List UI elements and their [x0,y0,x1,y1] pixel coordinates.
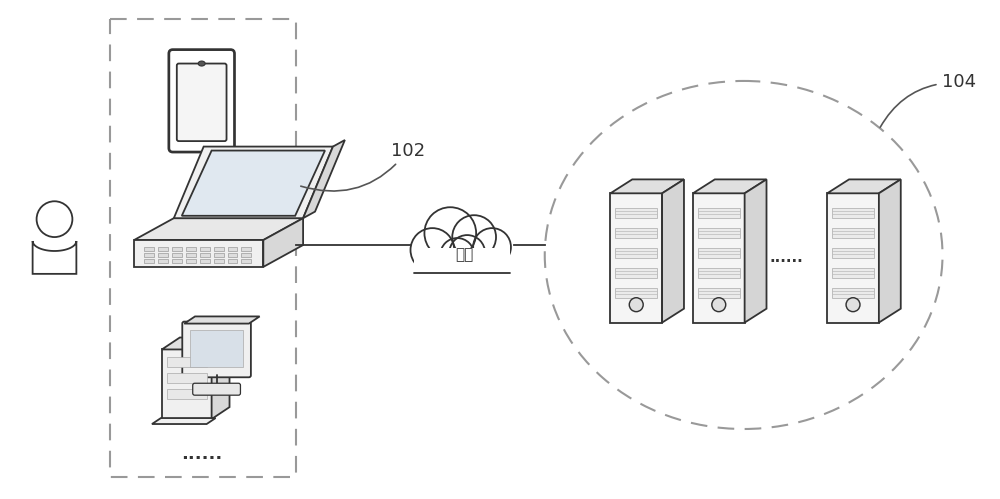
Bar [832,268,874,278]
Circle shape [411,228,454,272]
Polygon shape [610,193,662,322]
Polygon shape [610,180,684,193]
Bar [158,253,168,257]
FancyBboxPatch shape [182,321,251,377]
Circle shape [440,238,474,272]
Bar [832,248,874,258]
Bar [172,247,182,251]
Circle shape [629,298,643,312]
Polygon shape [162,349,212,419]
Polygon shape [879,180,901,322]
Bar [698,248,740,258]
FancyBboxPatch shape [193,383,240,395]
Polygon shape [162,337,230,349]
Circle shape [846,298,860,312]
Polygon shape [263,218,303,267]
Text: 102: 102 [301,142,425,191]
Bar [186,259,196,263]
Polygon shape [303,140,345,218]
Bar [158,247,168,251]
Polygon shape [182,151,325,216]
Text: 网络: 网络 [455,248,473,262]
Bar [698,288,740,298]
Polygon shape [827,193,879,322]
Polygon shape [174,147,333,218]
Bar [200,247,210,251]
Bar [144,253,154,257]
Text: 104: 104 [880,73,976,127]
Circle shape [712,298,726,312]
Bar [167,389,207,399]
Bar [172,259,182,263]
Circle shape [449,235,485,271]
Text: ......: ...... [181,445,222,463]
Bar [200,259,210,263]
Bar [172,253,182,257]
Bar [228,259,237,263]
Polygon shape [152,418,216,424]
Bar [214,253,224,257]
Bar [698,208,740,218]
Bar [698,228,740,238]
Bar [241,247,251,251]
Bar [167,357,207,367]
Polygon shape [134,240,263,267]
Bar [832,208,874,218]
FancyBboxPatch shape [177,63,227,141]
Bar [615,248,657,258]
Bar [615,288,657,298]
Polygon shape [33,241,76,274]
Circle shape [473,228,511,266]
Polygon shape [134,218,303,240]
Bar [615,228,657,238]
Bar [615,268,657,278]
Bar [144,247,154,251]
Bar [186,247,196,251]
Bar [228,253,237,257]
Bar [832,228,874,238]
Polygon shape [827,180,901,193]
Bar [241,253,251,257]
Polygon shape [693,193,745,322]
Bar [228,247,237,251]
Circle shape [424,207,476,259]
Bar [200,253,210,257]
Bar [214,259,224,263]
Polygon shape [184,316,260,323]
Polygon shape [693,180,767,193]
Bar [412,247,512,272]
Bar [832,288,874,298]
Circle shape [37,201,72,237]
Polygon shape [662,180,684,322]
Bar [158,259,168,263]
FancyBboxPatch shape [169,49,234,152]
Bar [190,329,243,367]
Polygon shape [212,337,230,419]
Circle shape [452,215,496,259]
Bar [214,247,224,251]
Bar [615,208,657,218]
Bar [186,253,196,257]
Bar [144,259,154,263]
Polygon shape [745,180,767,322]
Bar [698,268,740,278]
Bar [414,248,510,273]
Bar [241,259,251,263]
Text: ......: ...... [769,250,803,265]
Ellipse shape [198,61,205,66]
Bar [167,373,207,383]
